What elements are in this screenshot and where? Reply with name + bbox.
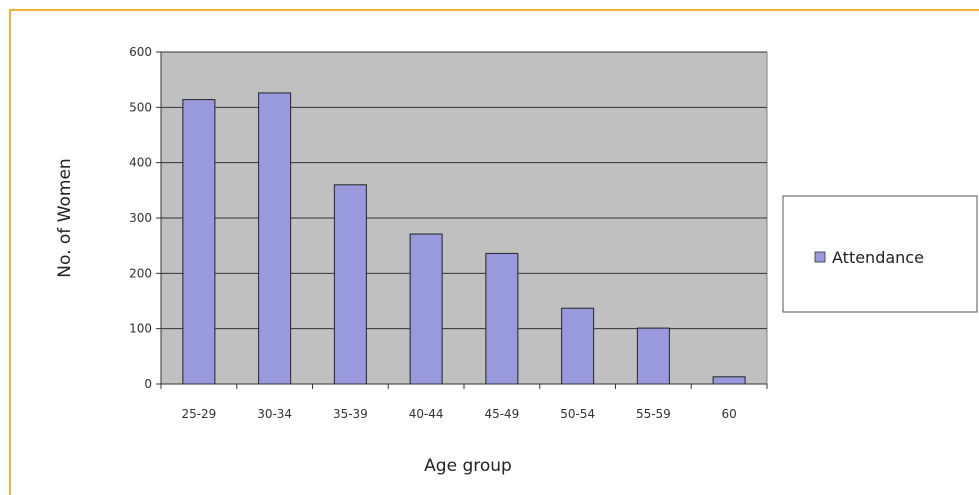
x-tick-label: 50-54 [560,407,595,421]
x-tick-label: 45-49 [484,407,519,421]
y-tick-label: 300 [129,211,152,225]
x-axis-ticks: 25-29 30-34 35-39 40-44 45-49 50-54 55-59 60 [160,384,768,421]
x-tick-label: 55-59 [636,407,671,421]
x-tick-label: 30-34 [257,407,292,421]
bar-40-44 [409,233,443,385]
y-tick-label: 600 [129,45,152,59]
bar-55-59 [636,327,670,385]
y-axis-title: No. of Women [55,158,75,277]
bar-35-39 [333,184,367,385]
x-tick-label: 25-29 [181,407,216,421]
x-tick-label: 60 [721,407,736,421]
bars [182,92,746,385]
bar-30-34 [258,92,292,385]
x-tick-label: 35-39 [333,407,368,421]
y-tick-label: 400 [129,156,152,170]
y-tick-label: 200 [129,266,152,280]
chart-frame [9,9,979,495]
y-tick-label: 500 [129,100,152,114]
bar-45-49 [485,252,519,385]
bar-50-54 [561,307,595,385]
x-tick-label: 40-44 [409,407,444,421]
y-tick-label: 100 [129,322,152,336]
legend-swatch [814,251,826,263]
legend-label: Attendance [832,248,924,267]
bar-60 [712,376,746,385]
y-tick-label: 0 [144,377,152,391]
y-axis-ticks: 0 100 200 300 400 500 600 [129,45,161,391]
legend: Attendance [782,195,978,313]
bar-25-29 [182,99,216,385]
x-axis-title: Age group [424,456,512,476]
